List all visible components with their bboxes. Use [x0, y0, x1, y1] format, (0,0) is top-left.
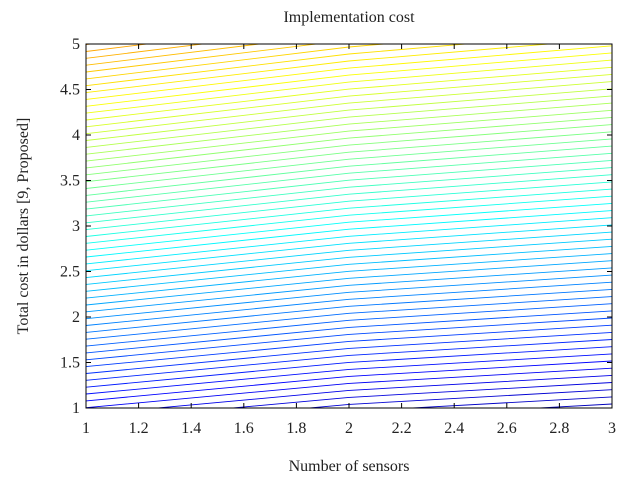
series-line — [86, 59, 612, 114]
series-layer — [86, 0, 612, 408]
series-line — [403, 396, 612, 408]
x-axis-ticks: 1 1.2 1.4 1.6 1.8 2 2.2 2.4 2.6 2.8 3 — [82, 44, 616, 437]
x-tick-label: 2.4 — [444, 420, 464, 437]
series-line — [86, 45, 612, 100]
series-line — [86, 138, 612, 189]
series-line — [86, 195, 612, 244]
x-tick-label: 1.4 — [181, 420, 201, 437]
x-tick-label: 1.6 — [234, 420, 254, 437]
series-line — [86, 367, 612, 408]
series-line — [86, 353, 612, 395]
series-line — [86, 73, 612, 128]
series-line — [86, 52, 612, 107]
series-line — [86, 44, 207, 59]
series-line — [86, 167, 612, 217]
y-tick-label: 4.5 — [60, 82, 80, 99]
series-line — [86, 0, 612, 4]
series-line — [86, 131, 612, 183]
series-line — [86, 116, 612, 169]
series-line — [86, 188, 612, 237]
y-tick-label: 3 — [72, 218, 80, 235]
series-line — [86, 159, 612, 210]
x-tick-label: 2 — [345, 420, 353, 437]
series-line — [86, 260, 612, 306]
series-line — [86, 109, 612, 162]
x-axis-label: Number of sensors — [289, 458, 410, 475]
series-line — [86, 317, 612, 361]
y-tick-label: 2.5 — [60, 264, 80, 281]
series-line — [86, 224, 612, 272]
y-tick-label: 5 — [72, 36, 80, 53]
series-line — [86, 66, 612, 121]
series-line — [86, 238, 612, 285]
y-axis-ticks: 1 1.5 2 2.5 3 3.5 4 4.5 5 — [60, 36, 612, 417]
x-tick-label: 1.8 — [286, 420, 306, 437]
series-line — [86, 296, 612, 340]
series-line — [86, 88, 612, 141]
series-line — [86, 360, 612, 402]
series-line — [86, 44, 471, 87]
y-tick-label: 1.5 — [60, 355, 80, 372]
series-line — [86, 331, 612, 374]
series-line — [86, 339, 612, 381]
x-tick-label: 1 — [82, 420, 90, 437]
x-tick-label: 1.2 — [129, 420, 149, 437]
x-tick-label: 2.8 — [549, 420, 569, 437]
y-tick-label: 3.5 — [60, 173, 80, 190]
series-line — [86, 202, 612, 251]
series-line — [86, 303, 612, 347]
chart-title: Implementation cost — [283, 9, 415, 26]
series-line — [86, 174, 612, 224]
series-line — [86, 145, 612, 196]
series-line — [86, 274, 612, 320]
x-tick-label: 2.6 — [497, 420, 517, 437]
series-line — [86, 124, 612, 176]
series-line — [86, 245, 612, 292]
series-line — [86, 324, 612, 368]
y-axis-label: Total cost in dollars [9, Proposed] — [15, 118, 32, 335]
series-line — [152, 374, 612, 408]
series-line — [86, 44, 389, 80]
x-tick-label: 3 — [608, 420, 616, 437]
series-line — [86, 44, 320, 73]
y-tick-label: 1 — [72, 400, 80, 417]
series-line — [86, 253, 612, 299]
series-line — [227, 382, 612, 408]
series-line — [86, 310, 612, 354]
plot-frame — [85, 43, 613, 409]
series-line — [86, 281, 612, 326]
series-line — [86, 44, 554, 94]
series-line — [86, 267, 612, 313]
series-line — [86, 181, 612, 231]
series-line — [86, 346, 612, 388]
series-line — [86, 44, 263, 66]
series-line — [86, 152, 612, 203]
series-line — [86, 81, 612, 135]
series-line — [86, 95, 612, 148]
x-tick-label: 2.2 — [392, 420, 412, 437]
series-line — [86, 210, 612, 258]
y-tick-label: 4 — [72, 127, 80, 144]
series-line — [86, 102, 612, 155]
series-line — [86, 217, 612, 265]
y-tick-label: 2 — [72, 309, 80, 326]
series-line — [86, 231, 612, 279]
series-line — [86, 288, 612, 333]
